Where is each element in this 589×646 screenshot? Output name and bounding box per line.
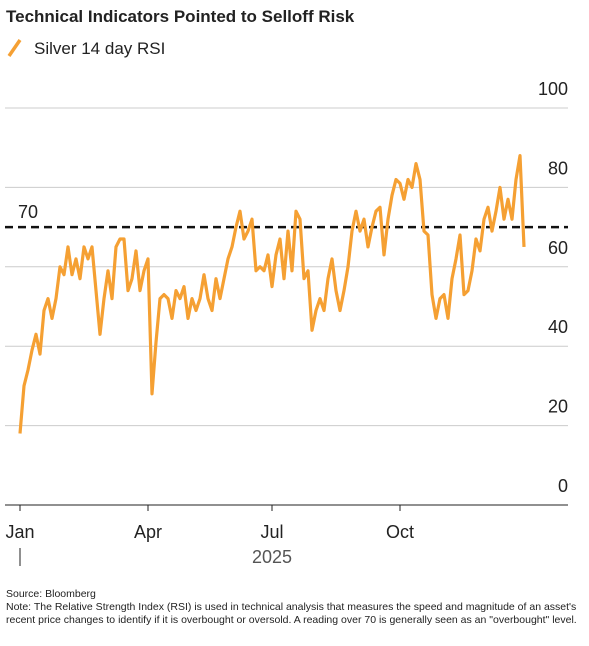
x-axis-label: 2025 [252,547,292,567]
legend-label: Silver 14 day RSI [34,39,165,58]
reference-label: 70 [18,202,38,222]
footnote: Source: Bloomberg Note: The Relative Str… [6,588,578,627]
source: Source: Bloomberg [6,588,96,600]
y-tick-label: 40 [548,317,568,337]
x-tick-label: Oct [386,522,414,542]
chart-title: Technical Indicators Pointed to Selloff … [6,7,355,26]
x-tick-label: Apr [134,522,162,542]
y-tick-label: 0 [558,476,568,496]
x-tick-label: Jan [5,522,34,542]
y-tick-label: 20 [548,397,568,417]
series-line [18,154,526,434]
note: Note: The Relative Strength Index (RSI) … [6,601,577,626]
y-tick-label: 80 [548,158,568,178]
y-tick-label: 60 [548,238,568,258]
legend-swatch [7,39,22,57]
chart: Technical Indicators Pointed to Selloff … [5,7,568,567]
y-tick-label: 100 [538,79,568,99]
x-tick-label: Jul [260,522,283,542]
